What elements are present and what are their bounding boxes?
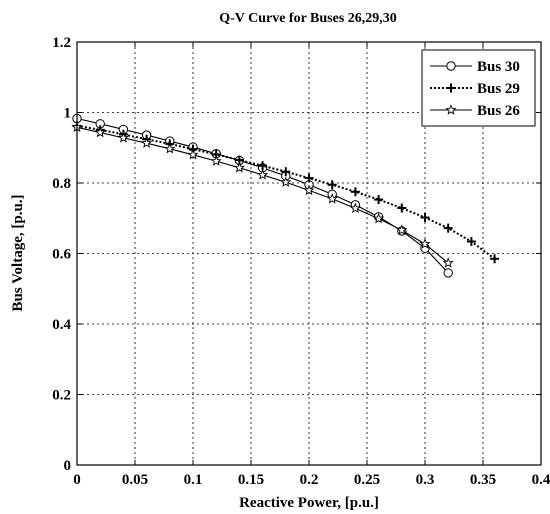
series-bus-29	[72, 121, 500, 264]
y-tick-label: 1	[64, 106, 72, 122]
data-point	[373, 212, 385, 224]
data-point	[327, 180, 337, 190]
x-tick-label: 0.1	[184, 472, 203, 488]
x-tick-label: 0.15	[238, 472, 264, 488]
series-line	[76, 124, 496, 260]
data-point	[210, 155, 222, 166]
data-point	[117, 132, 129, 143]
y-tick-label: 0	[64, 458, 72, 474]
x-tick-label: 0.35	[470, 472, 496, 488]
y-tick-label: 0.4	[52, 317, 71, 333]
y-tick-label: 1.2	[52, 35, 71, 51]
data-point	[187, 148, 199, 160]
data-point	[280, 176, 292, 188]
series-line	[76, 126, 449, 264]
legend-label: Bus 30	[477, 59, 520, 75]
legend-entry: Bus 30	[430, 59, 520, 75]
data-point	[326, 193, 338, 204]
x-tick-label: 0.4	[532, 472, 550, 488]
legend-entry: Bus 26	[430, 103, 520, 119]
data-point	[443, 268, 453, 278]
x-tick-label: 0.3	[416, 472, 435, 488]
data-point	[419, 238, 431, 249]
data-point	[396, 224, 408, 235]
legend-marker	[446, 83, 456, 93]
data-point	[233, 162, 245, 173]
y-tick-label: 0.6	[52, 247, 71, 263]
y-tick-label: 0.2	[52, 388, 71, 404]
y-tick-label: 0.8	[52, 176, 71, 192]
legend-label: Bus 26	[477, 103, 520, 119]
data-point	[258, 161, 268, 171]
data-point	[257, 169, 269, 180]
data-point	[442, 257, 454, 268]
legend-label: Bus 29	[477, 81, 520, 97]
legend-marker	[445, 104, 457, 115]
data-point	[164, 142, 176, 154]
data-point	[490, 254, 500, 264]
x-tick-label: 0.05	[122, 472, 148, 488]
x-tick-label: 0.2	[300, 472, 319, 488]
data-point	[397, 203, 407, 213]
data-point	[141, 137, 153, 148]
data-point	[304, 173, 314, 183]
data-point	[94, 126, 106, 138]
legend-box	[421, 49, 536, 127]
series-line	[76, 117, 449, 274]
data-point	[303, 184, 315, 196]
legend-entry: Bus 29	[430, 81, 520, 97]
legend-marker	[446, 61, 456, 71]
data-point	[281, 167, 291, 177]
data-point	[350, 187, 360, 197]
x-tick-label: 0	[73, 472, 81, 488]
series-bus-30	[72, 113, 453, 278]
series-layer	[71, 113, 500, 278]
chart-title: Q-V Curve for Buses 26,29,30	[219, 11, 397, 26]
data-point	[349, 202, 361, 214]
series-bus-26	[71, 121, 454, 268]
data-point	[466, 237, 476, 247]
x-axis-label: Reactive Power, [p.u.]	[239, 495, 379, 511]
tick-layer: 0 0.05 0.1 0.15 0.2 0.25 0.3 0.35 0.4 0 0.2 0.4 0.6 0…	[52, 35, 550, 488]
data-point	[420, 213, 430, 223]
data-point	[374, 195, 384, 205]
legend: Bus 30 Bus 29 Bus 26	[421, 49, 536, 127]
x-tick-label: 0.25	[354, 472, 380, 488]
data-point	[443, 223, 453, 233]
y-axis-label: Bus Voltage, [p.u.]	[10, 194, 26, 311]
